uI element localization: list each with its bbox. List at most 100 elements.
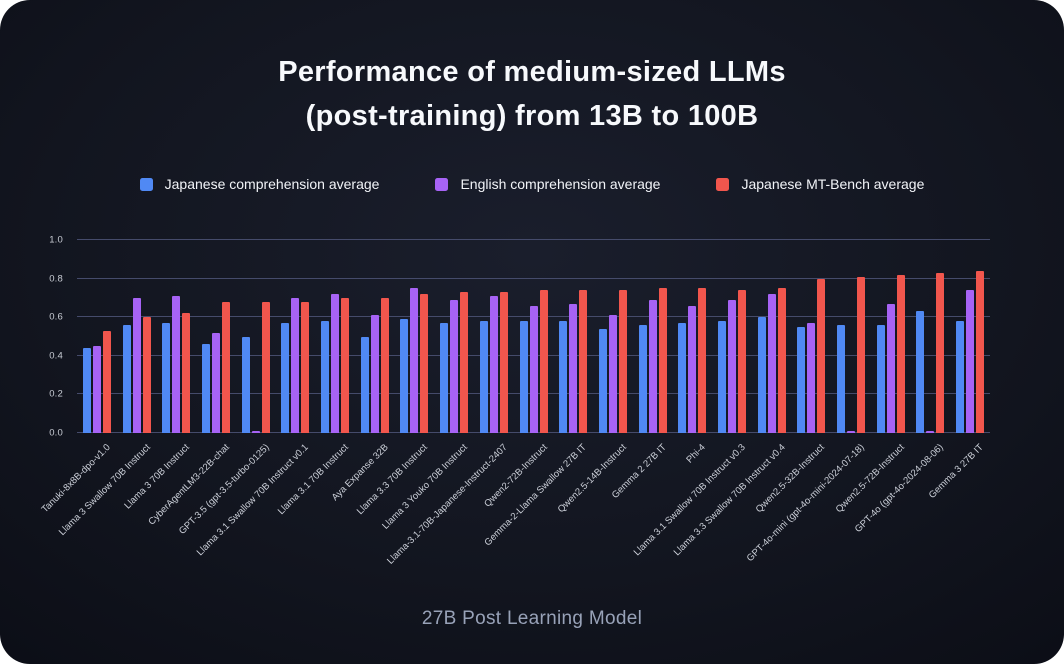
bar (797, 326, 806, 433)
x-axis-category-label: Qwen2.5-14B-Instruct (555, 442, 629, 516)
bar (321, 321, 330, 433)
bar-group (400, 240, 429, 433)
bar-group (360, 240, 389, 433)
bar-group (519, 240, 548, 433)
bar (559, 321, 568, 433)
legend-swatch-icon (716, 177, 730, 191)
legend-swatch-icon (435, 177, 449, 191)
gridline (77, 239, 990, 240)
bar (499, 292, 508, 433)
legend: Japanese comprehension average English co… (0, 176, 1064, 192)
bar (400, 319, 409, 433)
bar-group (559, 240, 588, 433)
x-axis-category-label: Qwen2.5-32B-Instruct (754, 442, 828, 516)
bar (410, 288, 419, 433)
bar-group (598, 240, 627, 433)
bar (172, 295, 181, 433)
bar (122, 324, 131, 433)
bar (767, 294, 776, 433)
bar (420, 294, 429, 433)
bar-group (876, 240, 905, 433)
legend-item: English comprehension average (435, 176, 660, 192)
bar-group (162, 240, 191, 433)
plot-area: 0.0 0.2 0.4 0.6 0.8 1.0 Tanuki-8x8B-dpo-v1.0 L… (39, 235, 990, 567)
bar (569, 303, 578, 433)
bar (698, 288, 707, 433)
x-axis-category-label: Phi-4 (684, 442, 709, 466)
y-axis-tick-label: 1.0 (49, 234, 63, 246)
bar-group (122, 240, 151, 433)
bar (896, 274, 905, 433)
bar-group (440, 240, 469, 433)
legend-item: Japanese MT-Bench average (716, 176, 924, 192)
bar (727, 299, 736, 433)
bar (916, 311, 925, 433)
bar (817, 278, 826, 433)
bar-group (757, 240, 786, 433)
legend-label: Japanese MT-Bench average (741, 176, 925, 192)
y-axis-tick-label: 0.6 (49, 311, 63, 323)
chart-title-line2: (post-training) from 13B to 100B (305, 100, 759, 132)
bar-group (201, 240, 230, 433)
gridline (77, 277, 990, 279)
bar (301, 301, 310, 433)
bar-group (281, 240, 310, 433)
bar-group (837, 240, 866, 433)
y-axis-tick-label: 0.4 (49, 350, 63, 362)
bar (688, 305, 697, 433)
bar (807, 323, 816, 433)
bar (777, 288, 786, 433)
bar (211, 332, 220, 433)
bar (261, 301, 270, 433)
bar (92, 346, 101, 433)
x-axis-category-label: Qwen2.5-72B-Instruct (833, 442, 907, 516)
legend-label: English comprehension average (460, 176, 661, 192)
bar-group (797, 240, 826, 433)
x-axis-category-label: Tanuki-8x8B-dpo-v1.0 (39, 442, 113, 516)
bar (380, 297, 389, 433)
chart-title: Performance of medium-sized LLMs (post-tr… (0, 50, 1064, 138)
bar-group (321, 240, 350, 433)
y-axis-tick-label: 0.0 (49, 427, 63, 439)
bar-group (638, 240, 667, 433)
bar (638, 324, 647, 433)
x-axis: Tanuki-8x8B-dpo-v1.0 Llama 3 Swallow 70B … (39, 433, 990, 583)
bar (241, 336, 250, 433)
bar (857, 276, 866, 433)
bar (162, 323, 171, 433)
bar (370, 315, 379, 433)
bar-group (479, 240, 508, 433)
bar (182, 313, 191, 433)
bar (132, 297, 141, 433)
bar (331, 294, 340, 433)
bar-group (82, 240, 111, 433)
legend-item: Japanese comprehension average (139, 176, 379, 192)
bar (460, 292, 469, 433)
bar (529, 305, 538, 433)
bar-group (241, 240, 270, 433)
bar (936, 272, 945, 433)
bar (757, 317, 766, 433)
y-axis-tick-label: 0.8 (49, 273, 63, 285)
y-axis-tick-label: 0.2 (49, 388, 63, 400)
x-axis-category-label: CyberAgentLM3-22B-chat (146, 442, 232, 528)
x-axis-category-label: Llama 3.3 70B Instruct (355, 442, 431, 517)
bar (737, 290, 746, 433)
bar (360, 336, 369, 433)
bar (886, 303, 895, 433)
bar (976, 270, 985, 433)
bar (281, 323, 290, 433)
legend-swatch-icon (139, 177, 153, 191)
bar (251, 431, 260, 433)
bar-group (956, 240, 985, 433)
bar (201, 344, 210, 433)
bar (489, 295, 498, 433)
bar (618, 290, 627, 433)
bar (717, 321, 726, 433)
chart-title-line1: Performance of medium-sized LLMs (278, 56, 786, 88)
bar (341, 297, 350, 433)
bar (608, 315, 617, 433)
bar (82, 348, 91, 433)
bar-group (916, 240, 945, 433)
bar (291, 297, 300, 433)
